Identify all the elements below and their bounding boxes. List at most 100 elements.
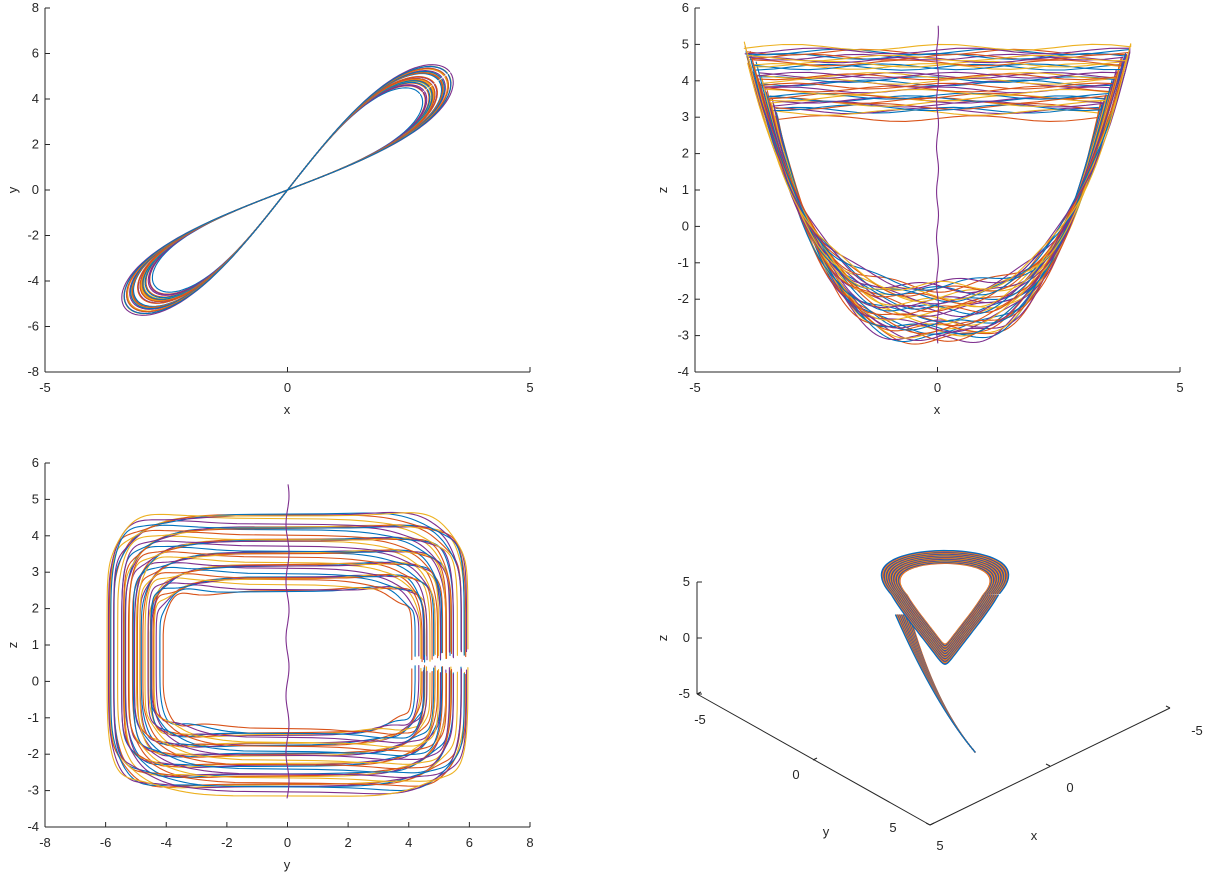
x-tick-label: -5 <box>1191 723 1203 738</box>
trajectory-line <box>894 614 976 753</box>
x-tick-label: 6 <box>466 835 473 850</box>
y-tick-label: 3 <box>32 564 39 579</box>
trajectory-line <box>139 558 436 758</box>
trajectory-line <box>880 549 1010 665</box>
x-tick-label: 5 <box>936 838 943 853</box>
y-tick-label: -1 <box>677 255 689 270</box>
panel-xyz: -5 0 5 -5 0 5 -5 0 5 x y z <box>655 549 1203 853</box>
y-tick-label: 0 <box>32 673 39 688</box>
trajectory-line <box>132 546 443 768</box>
trajectory-line <box>147 566 428 748</box>
y-tick-label: 6 <box>32 455 39 470</box>
y-tick-label: -6 <box>27 319 39 334</box>
trajectory-line <box>123 535 452 778</box>
y-tick-label: 6 <box>682 0 689 15</box>
traj-layer-xy <box>121 64 454 316</box>
y-tick-label: 0 <box>682 218 689 233</box>
x-tick-label: -5 <box>689 380 701 395</box>
traj-layer-xz <box>743 25 1132 345</box>
y-tick-label: -2 <box>27 228 39 243</box>
z-tick-label: 5 <box>683 574 690 589</box>
y-tick-label: -8 <box>27 364 39 379</box>
y-tick-label: 4 <box>682 73 689 88</box>
trajectory-line <box>149 576 426 739</box>
ticks-xy: -5 0 5 -8 -6 -4 -2 0 2 4 6 8 <box>27 0 533 395</box>
y-tick-label: -2 <box>27 746 39 761</box>
trajectory-line <box>124 537 451 773</box>
y-tick-label: 2 <box>32 137 39 152</box>
x-tick-label: 5 <box>1176 380 1183 395</box>
trajectory-line <box>285 484 290 799</box>
y-tick-label: -5 <box>694 712 706 727</box>
y-tick-label: 5 <box>32 491 39 506</box>
z-axis-label: z <box>655 635 670 642</box>
x-axis-line-3d <box>929 707 1171 826</box>
y-tick-label: -3 <box>27 783 39 798</box>
traj-layer-yz <box>106 484 469 799</box>
x-axis-label: x <box>934 402 941 417</box>
y-tick-label: 5 <box>682 36 689 51</box>
ticks-yz: -8 -6 -4 -2 0 2 4 6 8 -4 -3 -2 -1 0 1 2 3 4 5 6 <box>27 455 533 850</box>
y-tick-label: 2 <box>682 146 689 161</box>
x-tick-label: -6 <box>100 835 112 850</box>
y-tick-label: 0 <box>792 767 799 782</box>
y-tick-label: 8 <box>32 0 39 15</box>
x-tick-mark <box>1045 763 1051 767</box>
y-tick-label: -4 <box>677 364 689 379</box>
trajectory-line <box>935 25 940 344</box>
traj-layer-xyz <box>880 549 1010 753</box>
x-tick-label: -2 <box>221 835 233 850</box>
panel-xz: -5 0 5 -4 -3 -2 -1 0 1 2 3 4 5 6 x z <box>655 0 1184 417</box>
y-tick-mark <box>812 757 818 761</box>
y-tick-label: 1 <box>32 637 39 652</box>
ticks-xz: -5 0 5 -4 -3 -2 -1 0 1 2 3 4 5 6 <box>677 0 1183 395</box>
y-tick-label: -2 <box>677 291 689 306</box>
x-tick-label: 8 <box>526 835 533 850</box>
x-tick-mark <box>925 822 931 826</box>
x-axis-label: y <box>284 857 291 872</box>
y-tick-label: -3 <box>677 328 689 343</box>
z-tick-label: 0 <box>683 630 690 645</box>
trajectory-line <box>113 520 462 789</box>
y-axis-label: z <box>5 642 20 649</box>
y-tick-label: 6 <box>32 46 39 61</box>
panel-yz: -8 -6 -4 -2 0 2 4 6 8 -4 -3 -2 -1 0 1 2 3 4 5 6 y z <box>5 455 534 872</box>
x-tick-label: 0 <box>1066 780 1073 795</box>
x-axis-label: x <box>284 402 291 417</box>
trajectory-line <box>110 512 465 792</box>
x-tick-mark <box>1165 705 1171 709</box>
x-tick-label: 4 <box>405 835 412 850</box>
trajectory-line <box>150 574 425 742</box>
x-tick-label: 0 <box>284 835 291 850</box>
x-tick-label: -4 <box>160 835 172 850</box>
x-tick-label: -8 <box>39 835 51 850</box>
trajectory-line <box>147 573 428 745</box>
trajectory-line <box>125 536 450 776</box>
trajectory-line <box>153 581 422 738</box>
trajectory-line <box>123 65 452 315</box>
y-tick-label: 5 <box>889 820 896 835</box>
y-tick-label: -4 <box>27 819 39 834</box>
y-axis-label: y <box>5 186 20 193</box>
panel-xy: -5 0 5 -8 -6 -4 -2 0 2 4 6 8 x y <box>5 0 534 417</box>
trajectory-line <box>133 550 442 761</box>
y-tick-label: 1 <box>682 182 689 197</box>
y-tick-label: 2 <box>32 601 39 616</box>
x-tick-label: 2 <box>345 835 352 850</box>
x-tick-label: -5 <box>39 380 51 395</box>
y-axis-label: z <box>655 187 670 194</box>
trajectory-line <box>767 94 1108 326</box>
x-axis-label: x <box>1031 828 1038 843</box>
trajectory-line <box>743 41 1132 291</box>
x-tick-label: 5 <box>526 380 533 395</box>
y-tick-mark <box>929 822 935 826</box>
y-tick-label: 4 <box>32 91 39 106</box>
y-tick-label: 4 <box>32 528 39 543</box>
y-tick-mark <box>696 691 702 695</box>
y-tick-label: -4 <box>27 273 39 288</box>
y-tick-label: -1 <box>27 710 39 725</box>
trajectory-line <box>762 79 1113 323</box>
x-tick-label: 0 <box>284 380 291 395</box>
y-axis-label: y <box>823 824 830 839</box>
